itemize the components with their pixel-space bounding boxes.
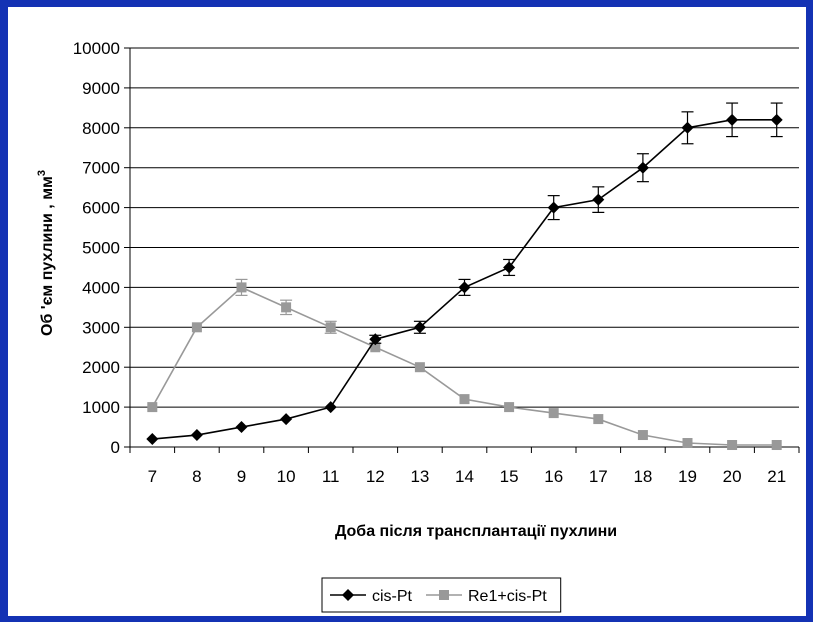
data-point [324,401,337,414]
y-tick-labels: 0 1000 2000 3000 4000 5000 6000 7000 8000 9000 100… [73,39,120,457]
data-point [727,440,738,451]
y-tick-label: 7000 [82,159,120,178]
y-tick-label: 5000 [82,239,120,258]
y-tick-label: 1000 [82,398,120,417]
series-re1-cis-pt [147,278,782,451]
data-point [636,161,649,174]
data-point [548,408,559,419]
legend-marker [439,590,449,600]
data-point [681,121,694,134]
x-tick-label: 7 [148,467,157,486]
x-tick-label: 19 [678,467,697,486]
legend-label: Re1+cis-Pt [468,588,547,605]
legend-label: cis-Pt [372,588,413,605]
chart-frame: 0 1000 2000 3000 4000 5000 6000 7000 8000 9000 100… [8,7,806,616]
data-point [503,261,516,274]
line-chart: 0 1000 2000 3000 4000 5000 6000 7000 8000 9000 100… [36,39,800,613]
gridlines [130,47,799,408]
x-tick-label: 18 [633,467,652,486]
legend: cis-Pt Re1+cis-Pt [321,577,562,613]
data-point [504,402,515,413]
axes [124,47,800,453]
data-point [682,438,693,449]
y-axis-title: Об 'єм пухлини , мм3 [36,170,56,336]
data-point [771,440,782,451]
x-axis-title: Доба після трансплантації пухлини [335,523,617,540]
data-point [235,421,248,434]
x-tick-label: 12 [366,467,385,486]
x-tick-label: 10 [277,467,296,486]
series-line [151,286,777,446]
x-tick-label: 21 [767,467,786,486]
y-tick-label: 4000 [82,278,120,297]
series-cis-pt [146,102,783,446]
data-point [637,430,648,441]
data-point [370,342,381,353]
data-point [281,302,292,313]
data-point [547,201,560,214]
y-tick-label: 8000 [82,119,120,138]
x-tick-labels: 7 8 9 10 11 12 13 14 15 16 17 18 19 20 21 [148,467,787,486]
data-point [191,322,202,333]
y-tick-label: 6000 [82,199,120,218]
data-point [459,394,470,405]
data-point [593,414,604,425]
y-tick-label: 0 [111,438,120,457]
data-point [147,402,158,413]
y-tick-label: 2000 [82,358,120,377]
x-tick-label: 16 [544,467,563,486]
data-point [458,281,471,294]
data-point [369,333,382,346]
y-tick-label: 9000 [82,79,120,98]
data-point [726,113,739,126]
x-tick-label: 20 [723,467,742,486]
x-tick-label: 14 [455,467,474,486]
y-tick-label: 10000 [73,39,120,58]
data-point [236,282,247,293]
data-point [280,413,293,426]
x-tick-label: 8 [192,467,201,486]
legend-marker [342,589,354,601]
data-point [414,362,425,373]
y-tick-label: 3000 [82,318,120,337]
data-point [413,321,426,334]
data-point [190,429,203,442]
series-group [146,102,783,451]
data-point [592,193,605,206]
data-point [770,113,783,126]
data-point [325,322,336,333]
x-tick-label: 9 [237,467,246,486]
x-tick-label: 13 [410,467,429,486]
data-point [146,433,159,446]
x-tick-label: 15 [500,467,519,486]
x-tick-label: 17 [589,467,608,486]
x-tick-label: 11 [322,467,340,486]
